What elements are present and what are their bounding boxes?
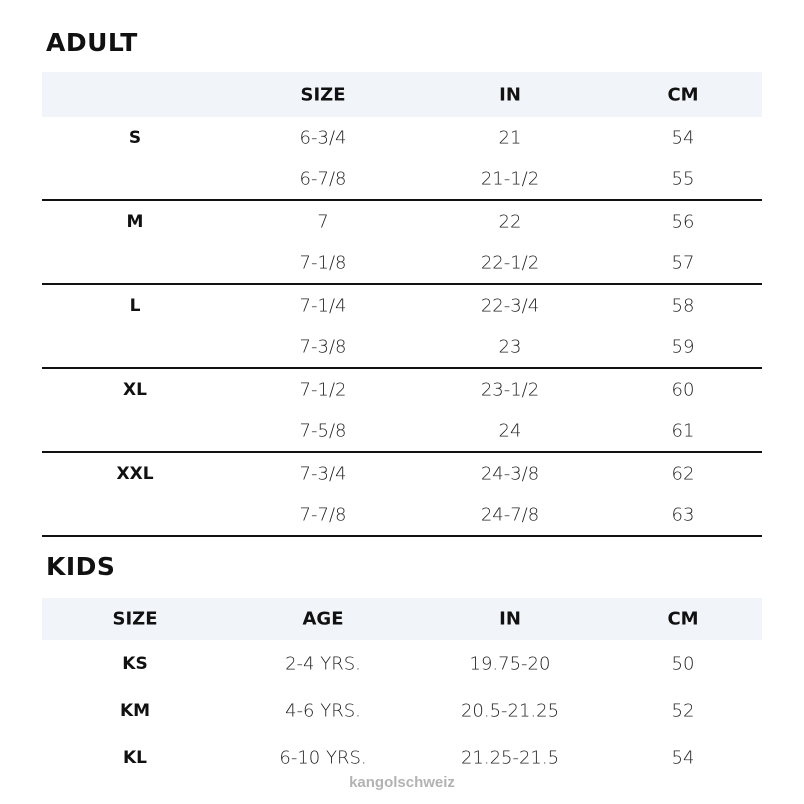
table-cell: 7-3/8 (299, 336, 347, 357)
table-row: 7-7/8 24-7/8 63 (42, 494, 762, 535)
table-cell: 22 (498, 211, 522, 232)
size-group: M 7 22 56 7-1/8 22-1/2 57 (42, 201, 762, 285)
table-header: SIZE AGE IN CM (42, 598, 762, 640)
table-cell: 24-3/8 (480, 463, 540, 484)
table-cell: 21 (498, 127, 522, 148)
table-cell: 20.5-21.25 (460, 700, 560, 721)
kids-title: KIDS (46, 552, 116, 581)
table-cell: 62 (671, 463, 695, 484)
table-cell: 4-6 YRS. (285, 700, 361, 721)
table-row: XXL 7-3/4 24-3/8 62 (42, 453, 762, 494)
table-cell: 19.75-20 (469, 653, 551, 674)
adult-title: ADULT (46, 28, 138, 57)
table-row: L 7-1/4 22-3/4 58 (42, 285, 762, 326)
size-group: S 6-3/4 21 54 6-7/8 21-1/2 55 (42, 117, 762, 201)
table-cell: 23 (498, 336, 522, 357)
size-group: XXL 7-3/4 24-3/8 62 7-7/8 24-7/8 63 (42, 453, 762, 537)
table-cell: 58 (671, 295, 695, 316)
column-header: CM (667, 84, 699, 105)
table-row: 7-1/8 22-1/2 57 (42, 242, 762, 283)
column-header: SIZE (112, 608, 158, 630)
table-cell: 6-7/8 (299, 168, 347, 189)
table-cell: 7-3/4 (299, 463, 347, 484)
table-row: M 7 22 56 (42, 201, 762, 242)
table-cell: 60 (671, 379, 695, 400)
column-header: IN (499, 84, 521, 105)
table-cell: 22-1/2 (480, 252, 540, 273)
column-header: AGE (302, 608, 344, 630)
table-cell: 7-1/2 (299, 379, 347, 400)
size-label: XXL (116, 463, 154, 484)
adult-size-table: SIZE IN CM S 6-3/4 21 54 6-7/8 21-1/2 55 M 7 22 56 7-1… (42, 72, 762, 537)
table-cell: 54 (671, 127, 695, 148)
table-row: 7-3/8 23 59 (42, 326, 762, 367)
table-cell: 61 (671, 420, 695, 441)
column-header: IN (499, 608, 521, 630)
table-cell: 7-7/8 (299, 504, 347, 525)
table-row: 6-7/8 21-1/2 55 (42, 158, 762, 199)
column-header: CM (667, 608, 699, 630)
size-label: KL (122, 747, 148, 768)
table-cell: 21.25-21.5 (460, 747, 560, 768)
table-cell: 22-3/4 (480, 295, 540, 316)
table-row: XL 7-1/2 23-1/2 60 (42, 369, 762, 410)
size-label: KS (122, 653, 148, 674)
table-cell: 52 (671, 700, 695, 721)
table-row: 7-5/8 24 61 (42, 410, 762, 451)
table-cell: 55 (671, 168, 695, 189)
table-row: S 6-3/4 21 54 (42, 117, 762, 158)
table-cell: 63 (671, 504, 695, 525)
size-label: S (128, 127, 142, 148)
table-cell: 7-1/8 (299, 252, 347, 273)
watermark: kangolschweiz (349, 774, 455, 791)
size-label: M (126, 211, 144, 232)
table-cell: 7 (317, 211, 329, 232)
table-cell: 24 (498, 420, 522, 441)
kids-size-table: SIZE AGE IN CM KS 2-4 YRS. 19.75-20 50 KM 4-6 YRS… (42, 598, 762, 781)
table-cell: 54 (671, 747, 695, 768)
table-cell: 23-1/2 (480, 379, 540, 400)
size-label: XL (123, 379, 147, 400)
table-cell: 6-10 YRS. (279, 747, 367, 768)
table-cell: 56 (671, 211, 695, 232)
table-cell: 21-1/2 (480, 168, 540, 189)
table-cell: 50 (671, 653, 695, 674)
table-cell: 24-7/8 (480, 504, 540, 525)
column-header: SIZE (300, 84, 346, 105)
size-label: L (129, 295, 141, 316)
table-cell: 57 (671, 252, 695, 273)
table-header: SIZE IN CM (42, 72, 762, 117)
size-group: L 7-1/4 22-3/4 58 7-3/8 23 59 (42, 285, 762, 369)
table-cell: 59 (671, 336, 695, 357)
table-row: KS 2-4 YRS. 19.75-20 50 (42, 640, 762, 687)
size-label: KM (119, 700, 151, 721)
table-row: KM 4-6 YRS. 20.5-21.25 52 (42, 687, 762, 734)
table-cell: 6-3/4 (299, 127, 347, 148)
table-cell: 7-5/8 (299, 420, 347, 441)
table-row: KL 6-10 YRS. 21.25-21.5 54 (42, 734, 762, 781)
table-cell: 2-4 YRS. (285, 653, 361, 674)
size-group: XL 7-1/2 23-1/2 60 7-5/8 24 61 (42, 369, 762, 453)
table-cell: 7-1/4 (299, 295, 347, 316)
